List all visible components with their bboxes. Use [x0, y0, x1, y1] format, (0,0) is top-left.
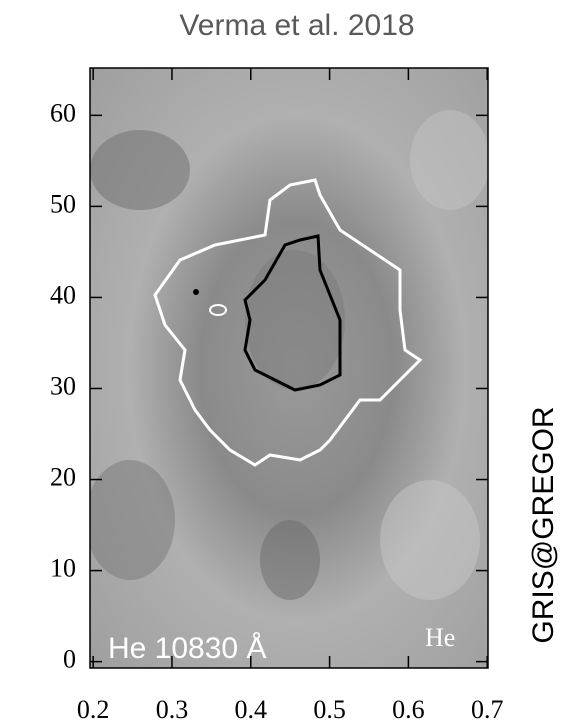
y-tick-label: 40 — [50, 280, 76, 309]
x-tick-label: 0.7 — [471, 695, 504, 724]
y-tick-label: 60 — [50, 98, 76, 127]
y-tick-label: 20 — [50, 463, 76, 492]
figure: Verma et al. 2018 He 10830 Å He GRIS@GRE… — [0, 0, 571, 728]
y-tick-label: 10 — [50, 554, 76, 583]
y-tick-label: 50 — [50, 189, 76, 218]
panel-label: He — [425, 623, 455, 652]
y-tick-label: 30 — [50, 371, 76, 400]
title: Verma et al. 2018 — [179, 9, 414, 42]
y-tick-label: 0 — [63, 645, 76, 674]
x-tick-label: 0.5 — [313, 695, 346, 724]
x-tick-label: 0.2 — [77, 695, 110, 724]
x-tick-label: 0.3 — [156, 695, 189, 724]
solar-image — [85, 68, 490, 668]
x-tick-label: 0.6 — [392, 695, 425, 724]
wavelength-label: He 10830 Å — [108, 632, 266, 665]
instrument-label: GRIS@GREGOR — [527, 406, 560, 643]
x-tick-label: 0.4 — [235, 695, 268, 724]
